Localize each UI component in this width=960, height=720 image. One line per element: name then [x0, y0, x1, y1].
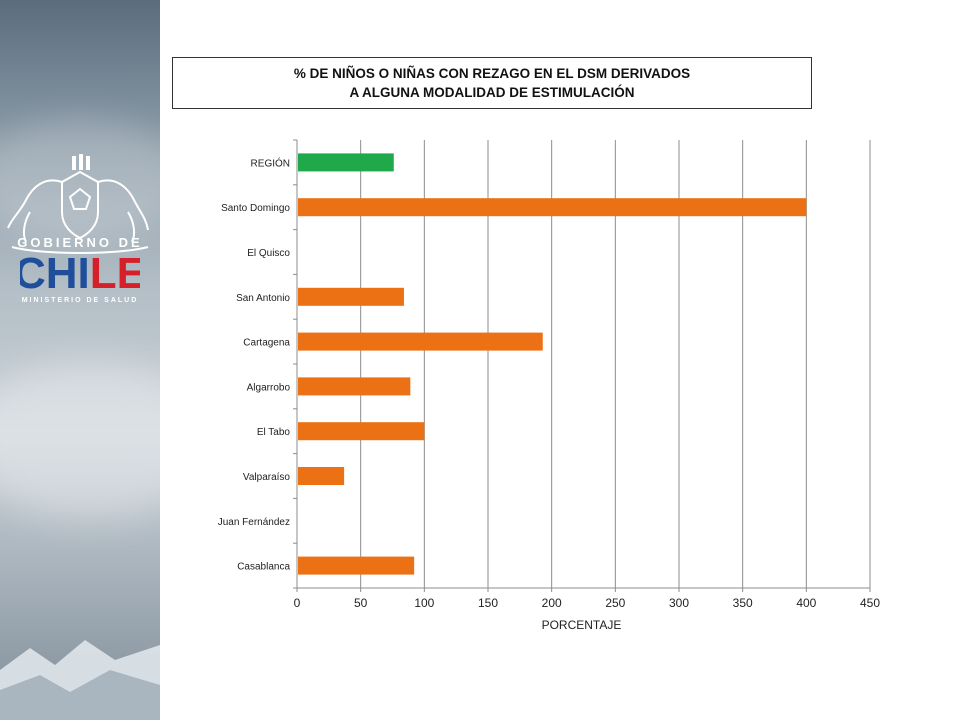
x-tick-label: 100 — [414, 596, 434, 610]
x-tick-label: 150 — [478, 596, 498, 610]
x-tick-label: 0 — [294, 596, 301, 610]
logo-chile-blue-part: CHI — [20, 249, 90, 294]
bar — [298, 287, 404, 306]
bar — [298, 422, 425, 441]
x-tick-label: 50 — [354, 596, 368, 610]
y-category-label: Casablanca — [237, 562, 290, 573]
x-tick-label: 250 — [605, 596, 625, 610]
svg-text:CHILE: CHILE — [20, 249, 140, 294]
y-category-label: Santo Domingo — [221, 203, 290, 214]
y-category-label: Cartagena — [243, 338, 290, 349]
mountain-decoration — [0, 640, 160, 720]
y-category-label: REGIÓN — [251, 156, 290, 169]
bar — [298, 153, 394, 172]
y-category-label: Juan Fernández — [218, 517, 290, 528]
x-tick-label: 450 — [860, 596, 880, 610]
chart-title-box: % DE NIÑOS O NIÑAS CON REZAGO EN EL DSM … — [172, 57, 812, 109]
y-category-label: El Quisco — [247, 248, 290, 259]
bar — [298, 556, 415, 575]
x-tick-label: 350 — [733, 596, 753, 610]
logo-ministerio-text: MINISTERIO DE SALUD — [21, 297, 139, 304]
logo-chile-red-part: LE — [90, 249, 140, 294]
bar — [298, 198, 807, 217]
sidebar-background: GOBIERNO DE CHILE MINISTERIO DE SALUD — [0, 0, 160, 720]
coat-of-arms-icon — [7, 154, 149, 254]
bar — [298, 467, 345, 485]
logo-chile-wordmark: CHILE — [20, 249, 140, 294]
y-category-label: San Antonio — [236, 293, 290, 304]
chart-title-line-1: % DE NIÑOS O NIÑAS CON REZAGO EN EL DSM … — [293, 66, 691, 81]
cloud-decoration — [0, 360, 160, 520]
y-category-label: Valparaíso — [243, 472, 291, 483]
x-tick-label: 200 — [542, 596, 562, 610]
logo-gobierno-text: GOBIERNO DE — [17, 235, 143, 250]
chart-title-line-2: A ALGUNA MODALIDAD DE ESTIMULACIÓN — [349, 85, 635, 100]
x-axis-title: PORCENTAJE — [542, 618, 622, 632]
x-tick-label: 400 — [796, 596, 816, 610]
x-tick-label: 300 — [669, 596, 689, 610]
bar — [298, 377, 411, 396]
y-category-label: El Tabo — [257, 427, 291, 438]
y-category-label: Algarrobo — [247, 382, 291, 393]
bar — [298, 332, 543, 351]
